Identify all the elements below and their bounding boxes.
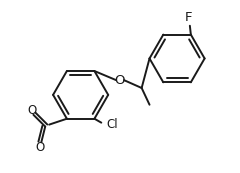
Text: O: O bbox=[28, 104, 37, 117]
Text: Cl: Cl bbox=[106, 118, 118, 131]
Text: O: O bbox=[115, 74, 125, 87]
Text: F: F bbox=[185, 11, 193, 24]
Text: O: O bbox=[36, 141, 45, 154]
